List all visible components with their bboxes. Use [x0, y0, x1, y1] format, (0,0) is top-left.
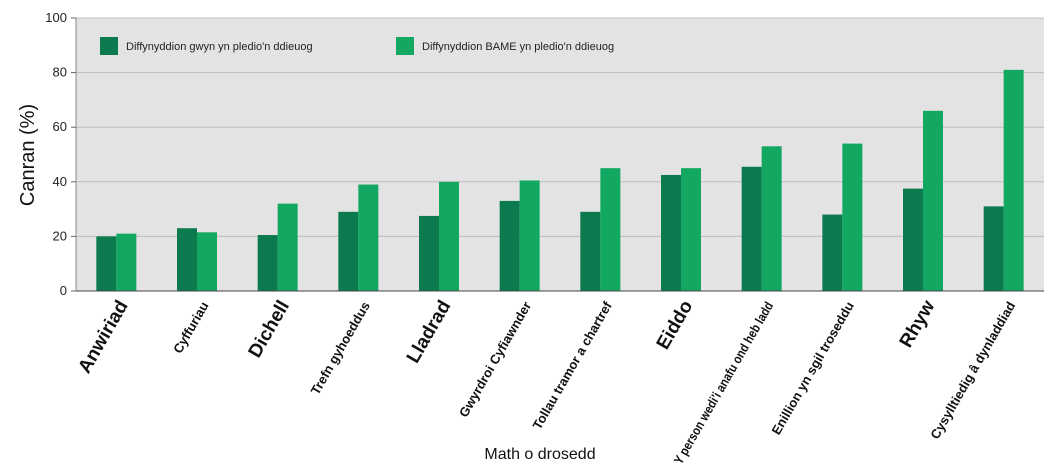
- bar-series1-10: [822, 214, 843, 291]
- bar-series1-5: [419, 215, 439, 291]
- bar-series2-12: [1003, 69, 1024, 292]
- x-category-label: Cyffuriau: [170, 299, 212, 356]
- legend: Diffynyddion gwyn yn pledio'n ddieuog Dif…: [100, 37, 614, 55]
- x-axis-title: Math o drosedd: [484, 446, 595, 463]
- x-tick-labels: Anwiriad Cyffuriau Dichell Trefn gyhoeddus L…: [74, 297, 1018, 466]
- bar-series1-2: [177, 228, 197, 291]
- legend-swatch: [396, 37, 414, 55]
- gridlines: [76, 17, 1044, 237]
- legend-label: Diffynyddion gwyn yn pledio'n ddieuog: [126, 41, 313, 53]
- x-category-label: Rhyw: [896, 297, 940, 352]
- bar-series1-3: [257, 235, 278, 291]
- y-tick-label: 20: [53, 228, 67, 243]
- x-category-label: Tollau tramor a chartref: [529, 298, 615, 432]
- y-tick-label: 0: [60, 283, 67, 298]
- bar-series1-11: [903, 188, 923, 291]
- y-tick-labels: 0 20 40 60 80 100: [45, 10, 76, 298]
- legend-swatch: [100, 37, 118, 55]
- x-category-label: Lladrad: [403, 297, 455, 367]
- x-category-label: Eiddo: [653, 297, 698, 353]
- bar-series1-1: [96, 236, 117, 291]
- bar-series2-5: [439, 181, 459, 291]
- x-category-label: Anwiriad: [74, 297, 132, 377]
- y-tick-label: 60: [53, 119, 67, 134]
- y-axis-title: Canran (%): [17, 104, 39, 206]
- y-tick-label: 100: [45, 10, 67, 25]
- bar-series2-9: [761, 146, 782, 291]
- bar-series2-3: [277, 203, 298, 291]
- bar-series1-4: [338, 211, 359, 291]
- bar-series2-10: [842, 143, 863, 291]
- y-tick-label: 40: [53, 174, 67, 189]
- bar-series2-11: [923, 110, 943, 291]
- legend-label: Diffynyddion BAME yn pledio'n ddieuog: [422, 41, 614, 53]
- bar-series1-8: [661, 174, 681, 291]
- bar-series2-1: [116, 233, 137, 291]
- x-category-label: Enillion yn sgil troseddu: [768, 299, 856, 437]
- bar-series1-7: [580, 211, 601, 291]
- bar-series1-9: [741, 166, 762, 291]
- x-category-label: Gwyrdroi Cyfiawnder: [456, 299, 534, 420]
- bars: [96, 69, 1024, 292]
- bar-series1-6: [499, 200, 520, 291]
- x-category-label: Dichell: [245, 297, 294, 361]
- bar-series2-6: [519, 180, 540, 291]
- bar-series1-12: [983, 206, 1004, 291]
- bar-series2-2: [197, 232, 217, 291]
- x-category-label: Cysylltiedig â dynladdiad: [927, 299, 1018, 442]
- y-tick-label: 80: [53, 65, 67, 80]
- plot-background: [76, 18, 1044, 291]
- bar-series2-7: [600, 168, 621, 291]
- bar-series2-4: [358, 184, 379, 291]
- bar-series2-8: [681, 168, 701, 291]
- x-category-label: Trefn gyhoeddus: [308, 299, 373, 397]
